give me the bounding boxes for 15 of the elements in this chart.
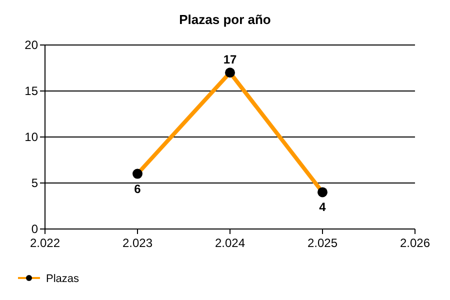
x-tick-label: 2.022 (30, 236, 60, 250)
x-tick-label: 2.023 (122, 236, 153, 250)
data-label: 17 (223, 52, 237, 67)
y-tick-label: 10 (24, 130, 38, 144)
y-tick-label: 5 (31, 176, 38, 190)
data-label: 6 (134, 182, 142, 196)
x-tick-label: 2.026 (400, 236, 430, 250)
legend-label: Plazas (46, 272, 80, 285)
chart-title: Plazas por año (179, 12, 271, 27)
data-label: 4 (319, 200, 326, 214)
y-tick-label: 15 (24, 84, 38, 98)
x-tick-label: 2.025 (307, 236, 338, 250)
y-tick-label: 0 (31, 222, 38, 236)
y-tick-label: 20 (24, 38, 38, 52)
x-tick-label: 2.024 (214, 236, 246, 250)
